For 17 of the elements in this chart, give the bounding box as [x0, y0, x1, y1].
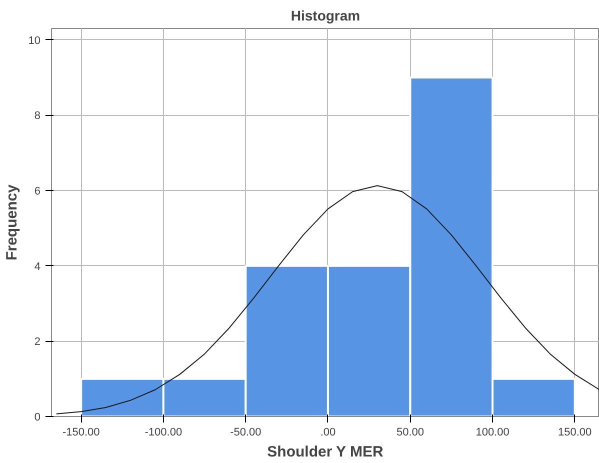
line-series	[56, 185, 599, 414]
x-tick-label: -100.00	[144, 426, 182, 438]
y-tick-label: 2	[34, 336, 41, 348]
chart-title: Histogram	[290, 8, 360, 24]
x-tick-label: -50.00	[230, 426, 262, 438]
y-tick-label: 8	[34, 110, 41, 122]
y-axis-title: Frequency	[3, 184, 20, 260]
y-tick-label: 4	[34, 260, 41, 273]
x-tick-label: .00	[320, 426, 336, 438]
y-tick-label: 0	[34, 412, 41, 424]
x-axis-title: Shoulder Y MER	[267, 444, 384, 460]
x-tick-label: 100.00	[476, 426, 510, 438]
x-tick-label: -150.00	[62, 426, 100, 438]
y-tick-label: 6	[34, 185, 41, 198]
y-tick-label: 10	[28, 34, 41, 47]
x-tick-label: 50.00	[396, 426, 424, 438]
x-tick-label: 150.00	[558, 426, 592, 438]
